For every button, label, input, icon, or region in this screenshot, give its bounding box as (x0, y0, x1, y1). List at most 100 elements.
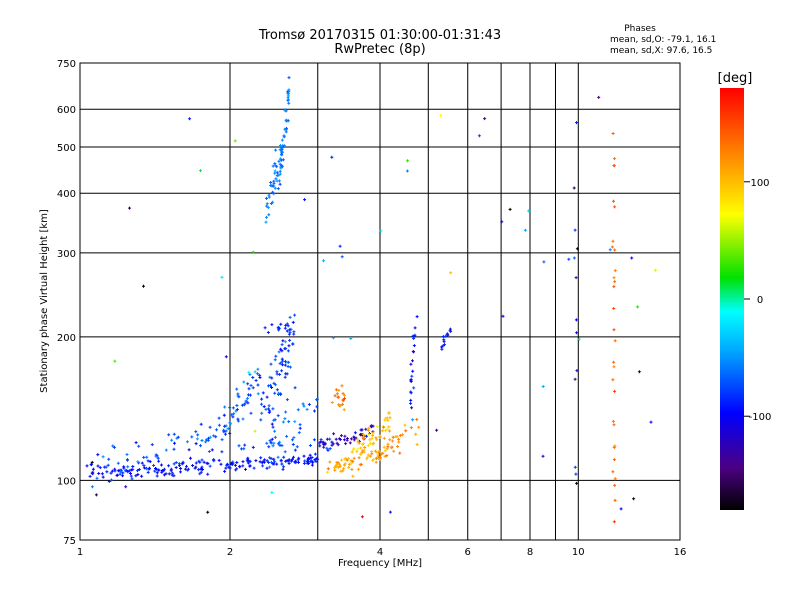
data-point (160, 463, 163, 467)
data-point (286, 94, 290, 98)
data-point (343, 462, 347, 466)
data-point (282, 455, 286, 459)
data-point (241, 460, 245, 464)
data-point (278, 362, 282, 366)
data-point (349, 337, 353, 340)
data-point (267, 411, 271, 414)
x-tick-label: 10 (572, 547, 585, 558)
data-point (332, 432, 336, 436)
data-point (274, 177, 278, 181)
y-tick-label: 300 (57, 249, 76, 260)
data-point (385, 447, 389, 451)
data-point (224, 466, 228, 470)
data-point (266, 206, 270, 210)
chart-subtitle: RwPretec (8p) (334, 42, 425, 57)
data-point (349, 461, 353, 465)
data-point (252, 466, 256, 470)
data-point (410, 374, 414, 378)
data-point (339, 469, 343, 473)
data-point (340, 458, 344, 462)
data-point (384, 416, 388, 420)
data-points (85, 76, 657, 524)
data-point (318, 444, 322, 448)
data-point (259, 418, 263, 422)
data-point (411, 350, 415, 353)
data-point (247, 370, 251, 374)
data-point (378, 458, 382, 461)
data-point (270, 323, 274, 327)
data-point (128, 206, 131, 210)
data-point (233, 463, 237, 467)
data-point (573, 465, 577, 469)
data-point (235, 408, 239, 411)
data-point (326, 448, 330, 452)
data-point (162, 467, 166, 471)
data-point (109, 478, 113, 482)
data-point (174, 461, 178, 464)
data-point (415, 443, 419, 446)
data-point (338, 462, 341, 466)
data-point (319, 440, 323, 444)
data-point (293, 386, 297, 390)
data-point (575, 481, 579, 485)
data-point (248, 373, 252, 376)
data-point (95, 476, 99, 480)
data-point (283, 363, 287, 367)
data-point (301, 402, 305, 406)
data-point (613, 483, 617, 487)
data-point (355, 437, 359, 441)
y-axis-ticks: 75 100 200 300 400 500 600 750 (57, 59, 76, 547)
data-point (357, 441, 361, 445)
data-point (236, 394, 240, 398)
data-point (275, 462, 279, 466)
data-point (268, 375, 272, 379)
data-point (267, 445, 271, 449)
data-point (191, 464, 195, 467)
data-point (210, 448, 214, 452)
data-point (649, 420, 653, 424)
data-point (338, 438, 342, 441)
data-point (347, 465, 351, 469)
data-point (266, 331, 270, 334)
data-point (383, 418, 387, 422)
data-point (154, 467, 157, 470)
data-point (338, 464, 342, 468)
data-point (613, 444, 617, 448)
data-point (96, 453, 100, 457)
data-point (612, 285, 616, 289)
data-point (96, 464, 100, 468)
data-point (200, 458, 204, 462)
data-point (364, 434, 368, 438)
data-point (142, 455, 146, 459)
data-point (298, 423, 302, 427)
data-point (307, 456, 310, 460)
phase-info-x: mean, sd,X: 97.6, 16.5 (610, 46, 712, 56)
data-point (310, 463, 314, 467)
data-point (235, 387, 239, 391)
data-point (574, 472, 578, 476)
data-point (446, 332, 449, 336)
data-point (90, 460, 94, 464)
data-point (256, 383, 260, 387)
data-point (335, 463, 339, 467)
data-point (243, 402, 247, 406)
data-point (241, 464, 245, 468)
data-point (397, 437, 401, 441)
data-point (383, 449, 387, 453)
data-point (410, 406, 414, 410)
data-point (292, 455, 295, 459)
data-point (341, 398, 345, 402)
data-point (285, 322, 289, 326)
data-point (152, 464, 156, 467)
data-point (169, 469, 173, 473)
data-point (284, 410, 288, 414)
data-point (283, 347, 287, 351)
data-point (386, 416, 389, 420)
data-point (412, 386, 416, 390)
chart-title: Tromsø 20170315 01:30:00-01:31:43 (258, 28, 501, 43)
data-point (228, 466, 232, 470)
data-point (224, 355, 228, 359)
data-point (284, 372, 288, 376)
data-point (409, 402, 413, 405)
data-point (345, 437, 349, 440)
